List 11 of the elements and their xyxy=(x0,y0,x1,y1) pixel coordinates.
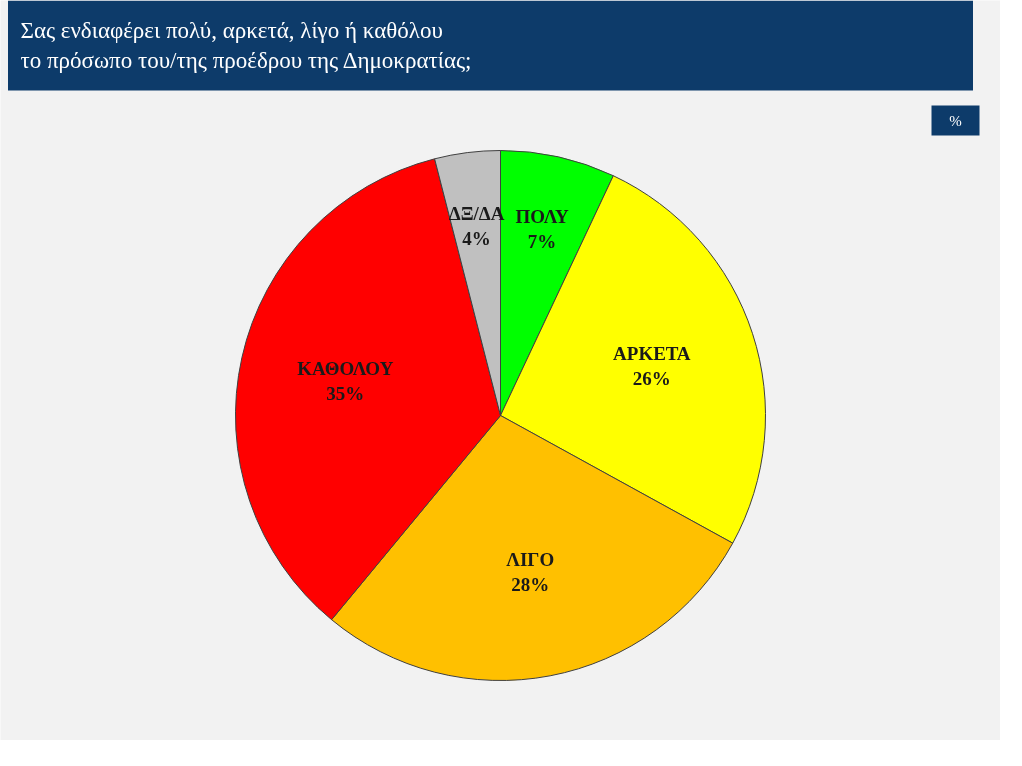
slice-label: ΛΙΓΟ xyxy=(506,548,555,570)
data-label: 28% xyxy=(511,573,550,595)
data-label: 26% xyxy=(632,368,671,390)
data-label: 4% xyxy=(462,228,491,250)
slice-label: ΚΑΘΟΛΟΥ xyxy=(297,357,394,379)
data-label: 35% xyxy=(326,382,365,404)
slice-label: ΑΡΚΕΤΑ xyxy=(613,343,691,365)
chart-title: Σας ενδιαφέρει πολύ, αρκετά, λίγο ή καθόλου το πρόσωπο του/της προέδρου της Δημοκρατίας; xyxy=(20,18,472,73)
text: % xyxy=(949,112,962,129)
slice-label: ΠΟΛΥ xyxy=(515,206,569,228)
data-label: 7% xyxy=(527,231,557,253)
